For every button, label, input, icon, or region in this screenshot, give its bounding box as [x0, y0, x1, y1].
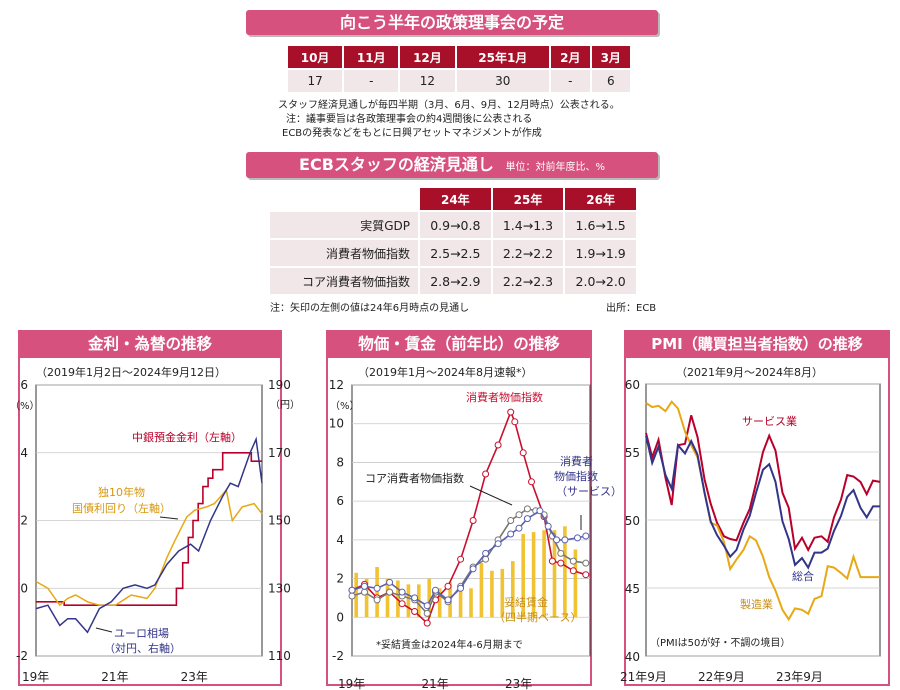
chart3-frame: [624, 330, 890, 686]
meeting-day: 6: [591, 70, 630, 92]
meeting-day: 12: [400, 70, 455, 92]
staff-title-banner: ECBスタッフの経済見通し 単位：対前年度比、%: [246, 152, 658, 178]
staff-source: 出所：ECB: [606, 303, 657, 314]
meeting-month: 11月: [344, 46, 399, 68]
staff-value: 2.2→2.3: [492, 268, 564, 294]
staff-value: 2.0→2.0: [565, 268, 636, 294]
chart2-frame: [326, 330, 592, 686]
meeting-month: 3月: [591, 46, 630, 68]
staff-value: 1.4→1.3: [492, 212, 564, 238]
meeting-day: 30: [456, 70, 550, 92]
meetings-note-3: ECBの発表などをもとに日興アセットマネジメントが作成: [282, 128, 542, 139]
staff-year: 24年: [420, 188, 491, 210]
staff-value: 1.9→1.9: [565, 240, 636, 266]
staff-row-label: コア消費者物価指数: [270, 268, 418, 294]
meeting-day: -: [344, 70, 399, 92]
meeting-month: 2月: [551, 46, 590, 68]
staff-title: ECBスタッフの経済見通し: [299, 155, 494, 174]
meeting-day: 17: [288, 70, 343, 92]
chart1-frame: [18, 330, 282, 686]
staff-value: 2.2→2.2: [492, 240, 564, 266]
staff-note: 注：矢印の左側の値は24年6月時点の見通し: [270, 303, 470, 314]
staff-row-label: 実質GDP: [270, 212, 418, 238]
staff-table: 24年 25年 26年 実質GDP 0.9→0.8 1.4→1.3 1.6→1.…: [268, 186, 638, 296]
meeting-day: -: [551, 70, 590, 92]
meeting-month: 25年1月: [456, 46, 550, 68]
staff-row-label: 消費者物価指数: [270, 240, 418, 266]
chart1-title: 金利・為替の推移: [18, 330, 282, 358]
chart2-title: 物価・賃金（前年比）の推移: [326, 330, 592, 358]
staff-value: 1.6→1.5: [565, 212, 636, 238]
meetings-title: 向こう半年の政策理事会の予定: [246, 10, 658, 35]
staff-value: 0.9→0.8: [420, 212, 491, 238]
meetings-note-2: 注：議事要旨は各政策理事会の約4週間後に公表される: [286, 114, 533, 125]
meetings-note-1: スタッフ経済見通しが毎四半期（3月、6月、9月、12月時点）公表される。: [278, 100, 620, 111]
chart3-title: PMI（購買担当者指数）の推移: [624, 330, 890, 358]
staff-value: 2.5→2.5: [420, 240, 491, 266]
staff-year: 25年: [492, 188, 564, 210]
staff-value: 2.8→2.9: [420, 268, 491, 294]
staff-unit: 単位：対前年度比、%: [505, 162, 605, 173]
meetings-table: 10月 11月 12月 25年1月 2月 3月 17 - 12 30 - 6: [286, 44, 632, 94]
staff-year: 26年: [565, 188, 636, 210]
meeting-month: 12月: [400, 46, 455, 68]
meeting-month: 10月: [288, 46, 343, 68]
